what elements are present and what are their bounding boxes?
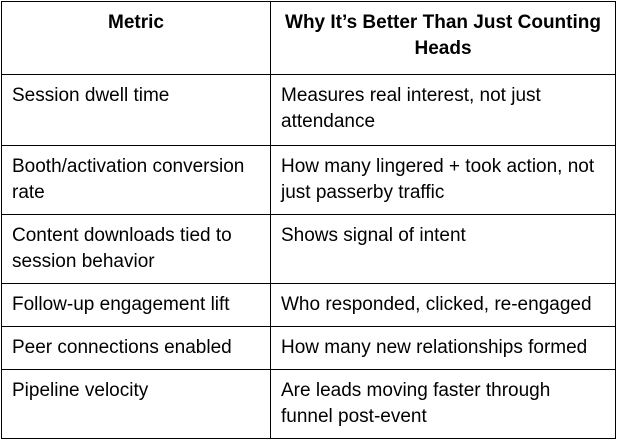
table-row: Follow-up engagement lift Who responded,… bbox=[1, 283, 616, 327]
benefit-column-header: Why It’s Better Than Just Counting Heads bbox=[270, 1, 616, 75]
table-row: Content downloads tied to session behavi… bbox=[1, 214, 616, 284]
metric-cell: Pipeline velocity bbox=[1, 369, 271, 439]
benefit-cell: How many lingered + took action, not jus… bbox=[270, 145, 616, 215]
benefit-cell: Measures real interest, not just attenda… bbox=[270, 74, 616, 146]
benefit-cell: Shows signal of intent bbox=[270, 214, 616, 284]
table-row: Pipeline velocity Are leads moving faste… bbox=[1, 369, 616, 439]
benefit-cell: How many new relationships formed bbox=[270, 326, 616, 370]
table-row: Peer connections enabled How many new re… bbox=[1, 326, 616, 370]
metric-cell: Content downloads tied to session behavi… bbox=[1, 214, 271, 284]
table-row: Session dwell time Measures real interes… bbox=[1, 74, 616, 146]
metric-cell: Booth/activation conversion rate bbox=[1, 145, 271, 215]
metric-column-header: Metric bbox=[1, 1, 271, 75]
benefit-cell: Are leads moving faster through funnel p… bbox=[270, 369, 616, 439]
metric-cell: Follow-up engagement lift bbox=[1, 283, 271, 327]
metric-cell: Peer connections enabled bbox=[1, 326, 271, 370]
benefit-cell: Who responded, clicked, re-engaged bbox=[270, 283, 616, 327]
table-row: Booth/activation conversion rate How man… bbox=[1, 145, 616, 215]
metric-cell: Session dwell time bbox=[1, 74, 271, 146]
table-header-row: Metric Why It’s Better Than Just Countin… bbox=[1, 1, 616, 75]
